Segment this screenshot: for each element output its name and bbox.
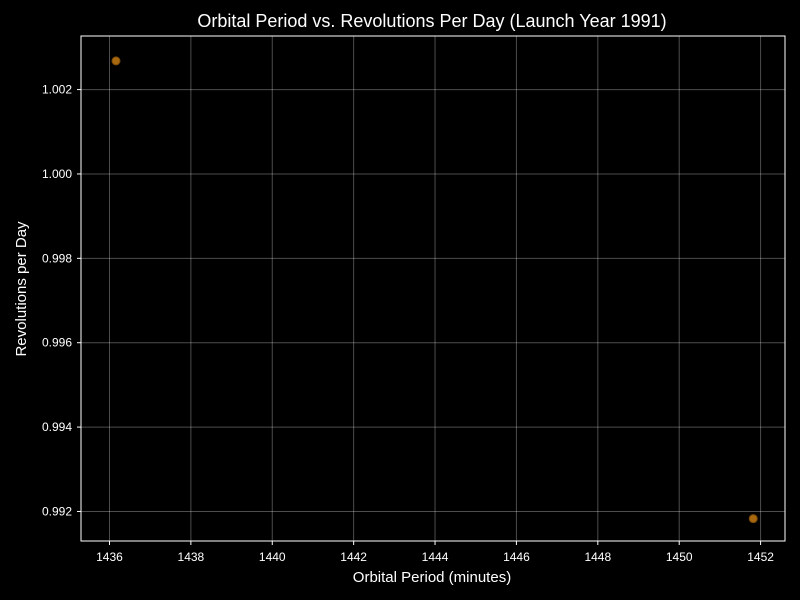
x-tick-label: 1438 <box>178 550 205 564</box>
chart-title: Orbital Period vs. Revolutions Per Day (… <box>197 11 666 31</box>
x-axis-label: Orbital Period (minutes) <box>353 569 511 586</box>
grid-lines <box>81 36 785 541</box>
y-axis-ticks: 0.992 0.994 0.996 0.998 1.000 1.002 <box>42 83 81 518</box>
y-tick-label: 1.002 <box>42 83 72 97</box>
x-tick-label: 1448 <box>584 550 611 564</box>
x-tick-label: 1440 <box>259 550 286 564</box>
x-tick-label: 1452 <box>747 550 774 564</box>
y-axis-label: Revolutions per Day <box>13 221 30 357</box>
y-tick-label: 0.992 <box>42 504 72 518</box>
x-tick-label: 1446 <box>503 550 530 564</box>
y-tick-label: 1.000 <box>42 167 72 181</box>
x-tick-label: 1442 <box>340 550 367 564</box>
data-point <box>748 514 758 524</box>
data-point <box>111 56 121 66</box>
y-tick-label: 0.996 <box>42 336 72 350</box>
x-tick-label: 1436 <box>96 550 123 564</box>
y-tick-label: 0.994 <box>42 420 72 434</box>
plot-area-frame <box>80 35 786 542</box>
x-tick-label: 1444 <box>422 550 449 564</box>
data-points <box>111 56 758 524</box>
y-tick-label: 0.998 <box>42 251 72 265</box>
x-axis-ticks: 1436 1438 1440 1442 1444 1446 1448 1450 1452 <box>96 541 774 564</box>
x-tick-label: 1450 <box>666 550 693 564</box>
